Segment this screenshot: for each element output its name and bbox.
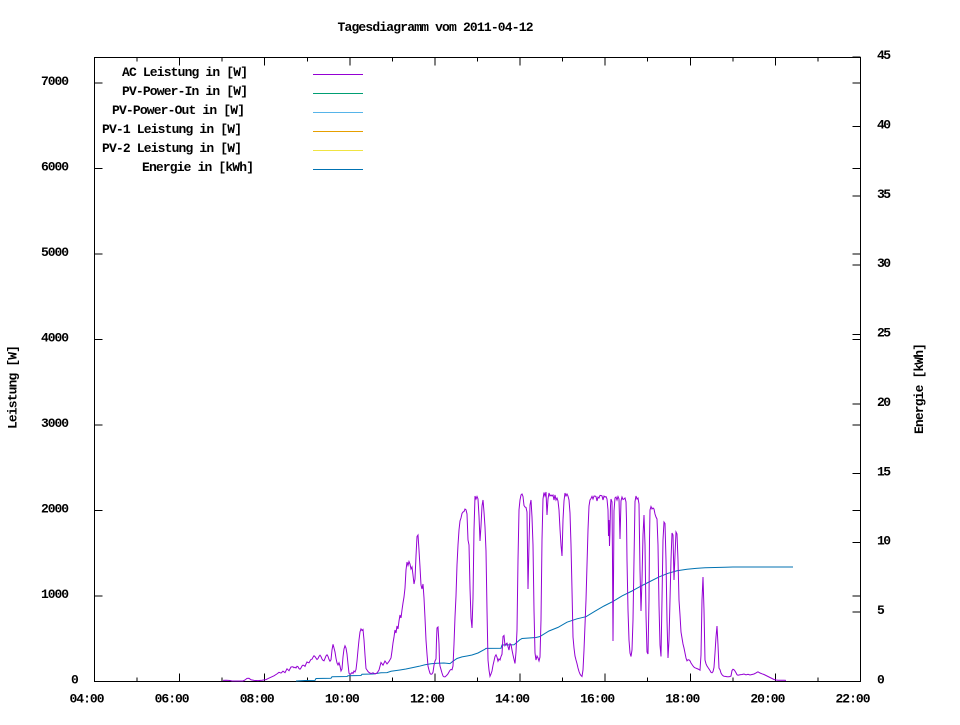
- svg-text:20: 20: [877, 395, 891, 410]
- svg-text:3000: 3000: [41, 416, 69, 431]
- svg-text:12:00: 12:00: [410, 692, 445, 707]
- svg-text:Leistung [W]: Leistung [W]: [6, 345, 21, 429]
- svg-text:45: 45: [877, 48, 891, 63]
- svg-text:PV-2 Leistung in [W]: PV-2 Leistung in [W]: [102, 141, 242, 156]
- svg-text:35: 35: [877, 187, 891, 202]
- svg-text:40: 40: [877, 117, 891, 132]
- svg-text:0: 0: [71, 673, 79, 688]
- svg-text:5: 5: [877, 603, 885, 618]
- svg-text:Tagesdiagramm vom 2011-04-12: Tagesdiagramm vom 2011-04-12: [338, 20, 534, 35]
- svg-text:7000: 7000: [41, 74, 69, 89]
- svg-text:18:00: 18:00: [665, 692, 700, 707]
- svg-text:20:00: 20:00: [750, 692, 785, 707]
- svg-text:06:00: 06:00: [155, 692, 190, 707]
- svg-text:04:00: 04:00: [70, 692, 105, 707]
- svg-text:10:00: 10:00: [325, 692, 360, 707]
- svg-text:PV-1 Leistung in [W]: PV-1 Leistung in [W]: [102, 122, 242, 137]
- svg-text:2000: 2000: [41, 502, 69, 517]
- svg-text:Energie in [kWh]: Energie in [kWh]: [142, 160, 254, 175]
- svg-text:5000: 5000: [41, 245, 69, 260]
- svg-text:AC Leistung in [W]: AC Leistung in [W]: [122, 65, 248, 80]
- svg-text:0: 0: [877, 673, 885, 688]
- svg-text:PV-Power-In in [W]: PV-Power-In in [W]: [122, 84, 248, 99]
- svg-text:PV-Power-Out in [W]: PV-Power-Out in [W]: [112, 103, 245, 118]
- svg-text:4000: 4000: [41, 331, 69, 346]
- svg-text:25: 25: [877, 326, 891, 341]
- svg-text:08:00: 08:00: [240, 692, 275, 707]
- svg-text:14:00: 14:00: [495, 692, 530, 707]
- svg-text:16:00: 16:00: [580, 692, 615, 707]
- svg-text:1000: 1000: [41, 587, 69, 602]
- svg-text:6000: 6000: [41, 160, 69, 175]
- svg-text:30: 30: [877, 256, 891, 271]
- svg-text:10: 10: [877, 534, 891, 549]
- svg-text:22:00: 22:00: [836, 692, 871, 707]
- svg-text:Energie [kWh]: Energie [kWh]: [912, 343, 927, 434]
- svg-text:15: 15: [877, 464, 891, 479]
